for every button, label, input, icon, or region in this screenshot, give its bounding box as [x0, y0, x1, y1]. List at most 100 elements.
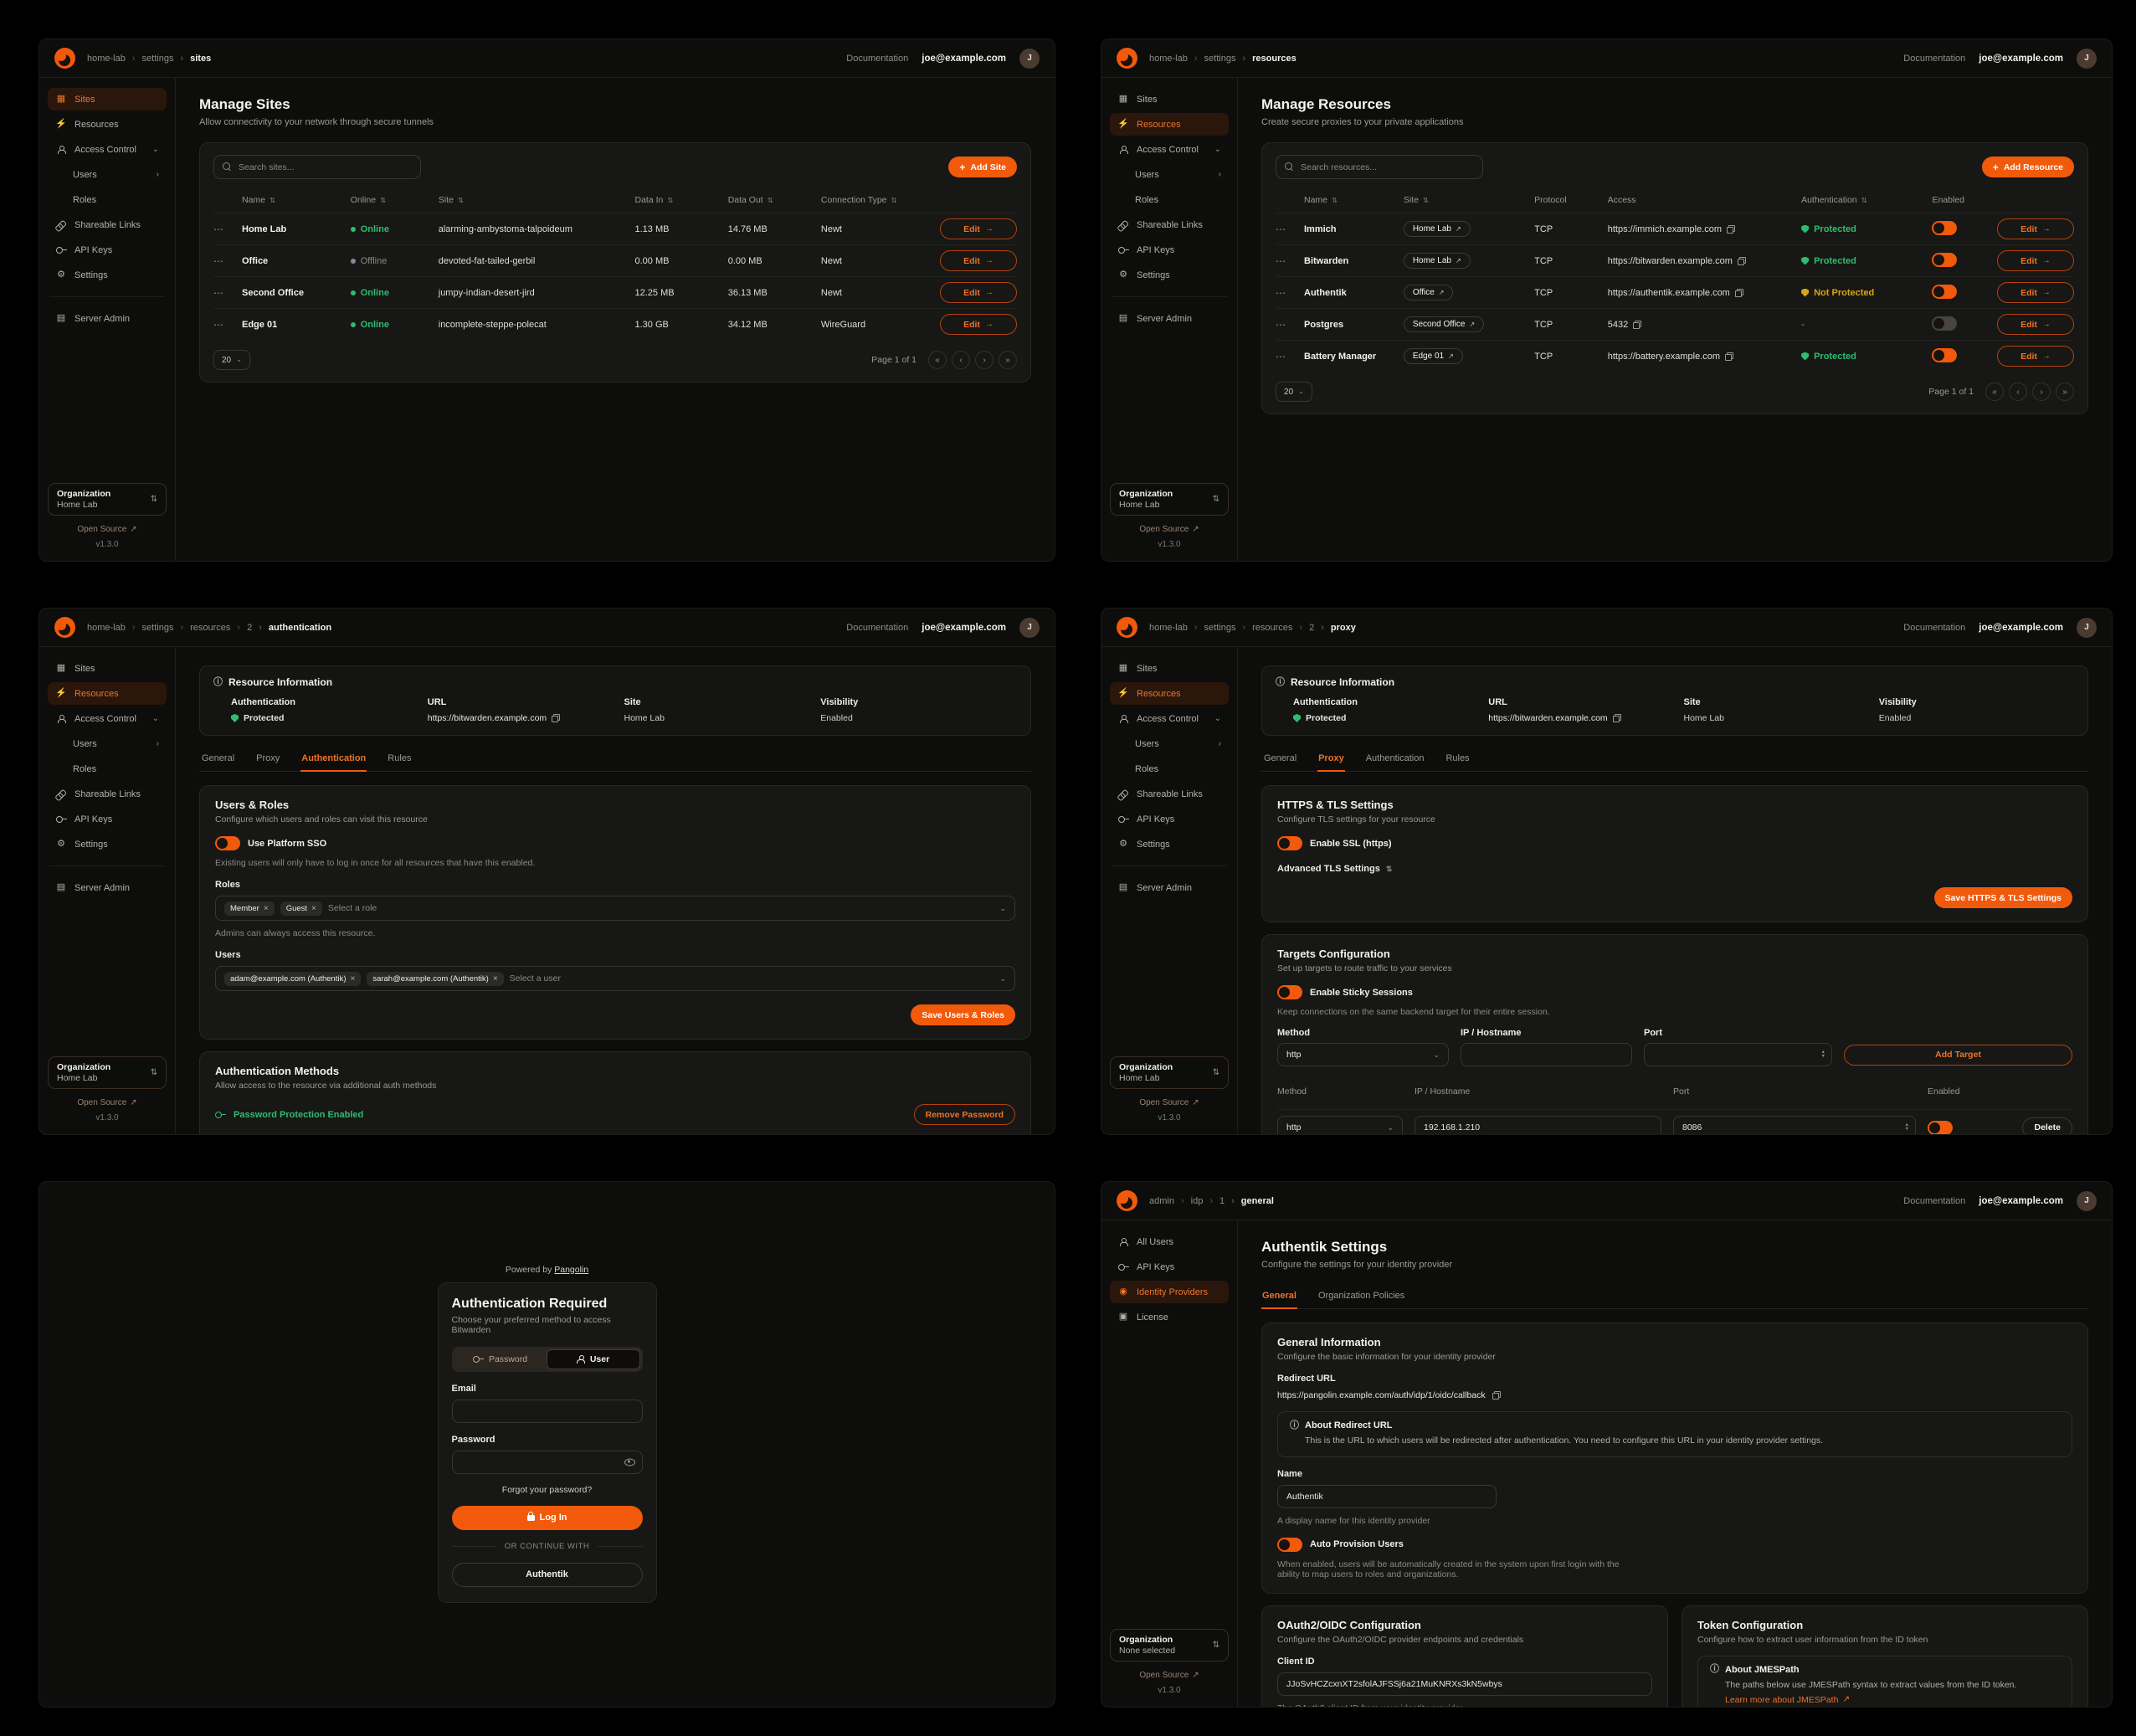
last-page-button[interactable]: » — [999, 351, 1017, 369]
sidebar-item-shareable-links[interactable]: Shareable Links — [48, 213, 167, 236]
spinner-icon[interactable] — [1905, 1123, 1909, 1132]
tab-user[interactable]: User — [546, 1348, 640, 1369]
copy-icon[interactable] — [1492, 1391, 1501, 1400]
sidebar-item-access-control[interactable]: Access Control ⌄ — [48, 138, 167, 161]
authentik-sso-button[interactable]: Authentik — [451, 1562, 643, 1587]
copy-icon[interactable] — [1612, 714, 1621, 722]
edit-button[interactable]: Edit — [1997, 282, 2074, 303]
sidebar-item-license[interactable]: ▣ License — [1118, 1312, 1168, 1323]
enabled-toggle[interactable] — [1932, 252, 1958, 267]
sidebar-item-users[interactable]: Users › — [73, 169, 159, 180]
last-page-button[interactable]: » — [2056, 383, 2074, 401]
tab-organization-policies[interactable]: Organization Policies — [1317, 1291, 1405, 1301]
sidebar-item-api-keys[interactable]: API Keys — [1110, 808, 1229, 830]
roles-multiselect[interactable]: Member × Guest × Select a role ⌄ — [215, 896, 1015, 921]
sidebar-item-identity-providers[interactable]: ◉ Identity Providers — [1110, 1281, 1229, 1303]
rows-per-page-select[interactable]: 20 ⌄ — [1276, 382, 1312, 402]
hostname-input[interactable] — [1461, 1043, 1632, 1066]
sidebar-item-settings[interactable]: ⚙ Settings — [1110, 264, 1229, 286]
site-link[interactable]: Edge 01 ↗ — [1403, 348, 1463, 364]
row-menu-button[interactable]: ⋯ — [213, 318, 224, 331]
documentation-link[interactable]: Documentation — [846, 622, 909, 633]
edit-button[interactable]: Edit — [939, 314, 1017, 335]
access-link[interactable]: https://battery.example.com — [1607, 351, 1721, 362]
sidebar-item-access-control[interactable]: Access Control ⌄ — [48, 707, 167, 730]
sidebar-item-shareable-links[interactable]: Shareable Links — [1110, 783, 1229, 805]
sidebar-item-resources[interactable]: ⚡ Resources — [55, 119, 119, 130]
method-select[interactable]: http ⌄ — [1277, 1116, 1403, 1134]
col-site[interactable]: Site ⇅ — [438, 195, 464, 205]
row-menu-button[interactable]: ⋯ — [1276, 350, 1286, 362]
email-input[interactable] — [451, 1399, 643, 1423]
port-input[interactable] — [1673, 1116, 1916, 1134]
pangolin-logo[interactable] — [1117, 1190, 1137, 1211]
method-select[interactable]: http ⌄ — [1277, 1043, 1449, 1066]
client-id-input[interactable] — [1277, 1672, 1652, 1696]
edit-button[interactable]: Edit — [1997, 218, 2074, 239]
access-link[interactable]: 5432 — [1607, 319, 1629, 330]
documentation-link[interactable]: Documentation — [1903, 53, 1966, 64]
documentation-link[interactable]: Documentation — [846, 53, 909, 64]
rows-per-page-select[interactable]: 20 ⌄ — [213, 350, 250, 370]
port-input[interactable] — [1644, 1043, 1832, 1066]
row-menu-button[interactable]: ⋯ — [213, 254, 224, 267]
advanced-tls-settings-expander[interactable]: Advanced TLS Settings ⇅ — [1277, 864, 1393, 874]
first-page-button[interactable]: « — [1985, 383, 2004, 401]
open-source-link[interactable]: Open Source ↗ — [77, 1097, 137, 1107]
spinner-icon[interactable] — [1821, 1050, 1825, 1059]
target-enabled-toggle[interactable] — [1928, 1120, 1953, 1134]
open-source-link[interactable]: Open Source ↗ — [1139, 524, 1199, 534]
remove-password-button[interactable]: Remove Password — [913, 1104, 1015, 1125]
edit-button[interactable]: Edit — [1997, 314, 2074, 335]
sidebar-item-api-keys[interactable]: API Keys — [48, 239, 167, 261]
enable-ssl-toggle[interactable] — [1277, 836, 1302, 850]
edit-button[interactable]: Edit — [939, 250, 1017, 271]
tab-proxy[interactable]: Proxy — [256, 753, 280, 763]
copy-icon[interactable] — [1633, 320, 1642, 329]
sidebar-item-sites[interactable]: ▦ Sites — [56, 663, 95, 674]
users-multiselect[interactable]: adam@example.com (Authentik) × sarah@exam… — [215, 966, 1015, 991]
documentation-link[interactable]: Documentation — [1903, 622, 1966, 633]
tab-authentication[interactable]: Authentication — [1365, 753, 1425, 763]
tab-general[interactable]: General — [1261, 1285, 1297, 1309]
tab-authentication[interactable]: Authentication — [300, 747, 367, 772]
enabled-toggle[interactable] — [1932, 347, 1958, 362]
sidebar-item-settings[interactable]: ⚙ Settings — [1110, 833, 1229, 855]
col-authentication[interactable]: Authentication ⇅ — [1801, 195, 1867, 205]
forgot-password-link[interactable]: Forgot your password? — [501, 1484, 593, 1495]
enabled-toggle[interactable] — [1932, 316, 1958, 331]
edit-button[interactable]: Edit — [939, 282, 1017, 303]
pangolin-logo[interactable] — [1117, 617, 1137, 638]
pangolin-logo[interactable] — [1117, 48, 1137, 69]
next-page-button[interactable]: › — [975, 351, 994, 369]
pangolin-logo[interactable] — [54, 48, 75, 69]
prev-page-button[interactable]: ‹ — [2009, 383, 2027, 401]
documentation-link[interactable]: Documentation — [1903, 1195, 1966, 1206]
save-tls-button[interactable]: Save HTTPS & TLS Settings — [1933, 887, 2072, 908]
avatar[interactable]: J — [2077, 48, 2097, 69]
hostname-input[interactable] — [1415, 1116, 1661, 1134]
save-users-roles-button[interactable]: Save Users & Roles — [911, 1004, 1015, 1025]
sidebar-item-server-admin[interactable]: ▤ Server Admin — [1118, 313, 1193, 324]
sidebar-item-roles[interactable]: Roles — [73, 194, 97, 205]
open-source-link[interactable]: Open Source ↗ — [1139, 1097, 1199, 1107]
first-page-button[interactable]: « — [928, 351, 947, 369]
edit-button[interactable]: Edit — [939, 218, 1017, 239]
tab-proxy[interactable]: Proxy — [1317, 747, 1345, 772]
tab-rules[interactable]: Rules — [1445, 753, 1470, 763]
use-platform-sso-toggle[interactable] — [215, 836, 240, 850]
sidebar-item-users[interactable]: Users › — [1135, 169, 1221, 180]
row-menu-button[interactable]: ⋯ — [1276, 254, 1286, 267]
enabled-toggle[interactable] — [1932, 284, 1958, 299]
sidebar-item-roles[interactable]: Roles — [1135, 194, 1159, 205]
eye-icon[interactable] — [624, 1458, 635, 1466]
next-page-button[interactable]: › — [2032, 383, 2051, 401]
site-link[interactable]: Home Lab ↗ — [1403, 253, 1471, 269]
password-input[interactable] — [451, 1450, 643, 1474]
col-online[interactable]: Online ⇅ — [350, 195, 387, 205]
site-link[interactable]: Home Lab ↗ — [1403, 221, 1471, 237]
copy-icon[interactable] — [1734, 288, 1743, 297]
remove-chip-icon[interactable]: × — [492, 973, 498, 984]
idp-name-input[interactable] — [1277, 1484, 1497, 1508]
delete-target-button[interactable]: Delete — [2022, 1117, 2072, 1134]
